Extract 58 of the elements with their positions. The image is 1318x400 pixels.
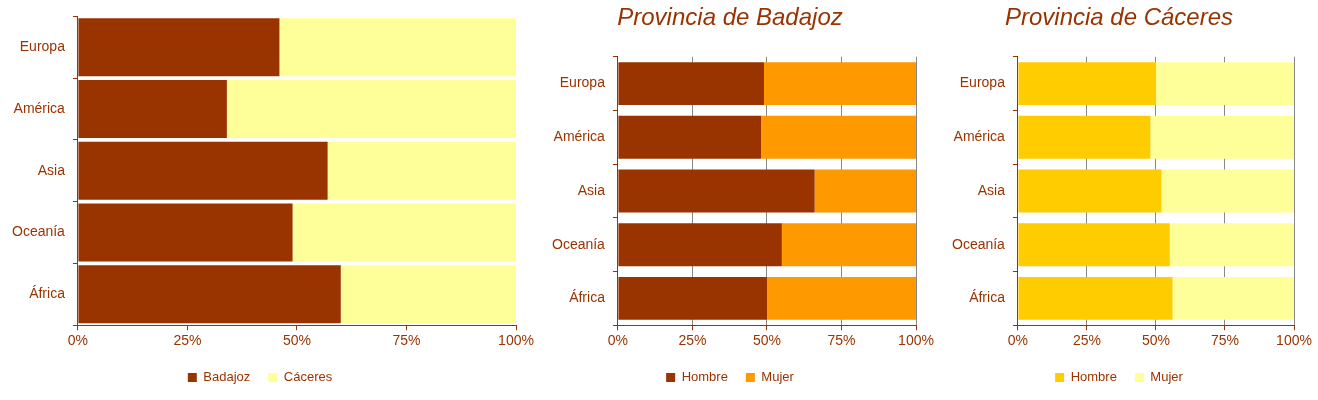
bar — [1155, 62, 1294, 106]
x-tick-label: 0% — [67, 332, 89, 349]
chart-title: Provincia de Cáceres — [1004, 3, 1234, 31]
y-tick-label: Asia — [977, 181, 1006, 198]
y-tick-label: África — [569, 289, 606, 306]
bar — [766, 276, 916, 320]
y-tick-label: América — [953, 128, 1006, 145]
bar — [1018, 276, 1173, 320]
y-tick-label: América — [553, 128, 606, 145]
bar — [1161, 169, 1294, 213]
bar — [1018, 169, 1162, 213]
bar — [292, 203, 516, 262]
y-tick-label: África — [969, 289, 1006, 306]
bar — [763, 62, 916, 106]
bar — [279, 18, 516, 77]
legend-label: Mujer — [1150, 369, 1184, 385]
bar — [781, 223, 916, 267]
x-tick-label: 100% — [498, 332, 534, 349]
y-tick-label: Oceanía — [551, 235, 606, 252]
y-tick-label: África — [29, 285, 66, 302]
bar — [226, 80, 516, 139]
x-tick-label: 0% — [1007, 332, 1029, 349]
y-tick-label: América — [13, 99, 66, 116]
y-tick-label: Asia — [577, 181, 606, 198]
bar — [1018, 223, 1170, 267]
bar — [327, 141, 516, 200]
bar — [1150, 115, 1294, 159]
x-tick-label: 50% — [752, 332, 781, 349]
x-tick-label: 75% — [392, 332, 421, 349]
legend-label: Mujer — [761, 369, 795, 385]
x-tick-label: 100% — [1276, 332, 1312, 349]
x-tick-label: 25% — [1072, 332, 1101, 349]
bar — [761, 115, 916, 159]
bar — [1018, 62, 1156, 106]
x-tick-label: 25% — [173, 332, 202, 349]
x-tick-label: 0% — [607, 332, 629, 349]
x-tick-label: 50% — [282, 332, 311, 349]
bar — [1169, 223, 1294, 267]
bar — [814, 169, 916, 213]
bar — [1172, 276, 1294, 320]
x-tick-label: 25% — [678, 332, 707, 349]
y-tick-label: Europa — [559, 74, 606, 91]
bar — [340, 265, 516, 324]
bar — [1018, 115, 1151, 159]
legend-label: Badajoz — [203, 369, 251, 385]
legend-label: Hombre — [681, 369, 728, 385]
y-tick-label: Oceanía — [951, 235, 1006, 252]
y-tick-label: Oceanía — [11, 223, 66, 240]
x-tick-label: 75% — [827, 332, 856, 349]
x-tick-label: 75% — [1210, 332, 1239, 349]
x-tick-label: 50% — [1141, 332, 1170, 349]
legend-label: Hombre — [1070, 369, 1117, 385]
y-tick-label: Europa — [959, 74, 1006, 91]
y-tick-label: Asia — [37, 161, 66, 178]
y-tick-label: Europa — [19, 38, 66, 55]
x-tick-label: 100% — [898, 332, 934, 349]
legend-label: Cáceres — [283, 369, 333, 385]
chart-title: Provincia de Badajoz — [617, 3, 843, 31]
